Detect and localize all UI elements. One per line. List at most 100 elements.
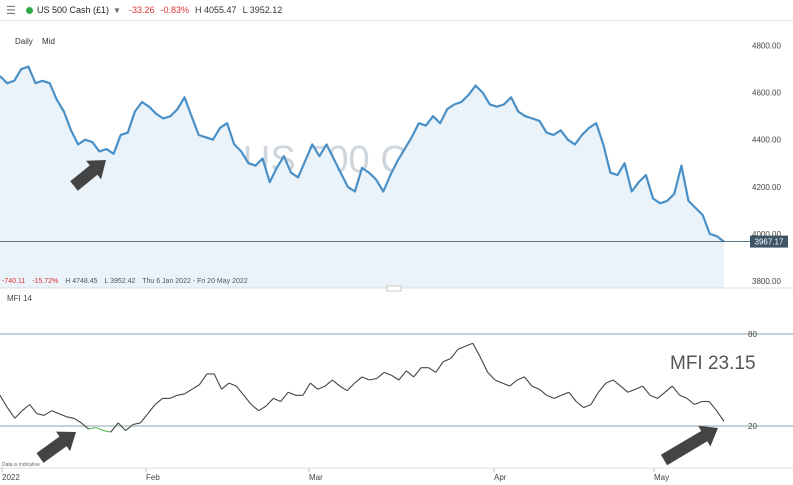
mfi-line-segment [516, 376, 525, 381]
mfi-line-segment [309, 382, 319, 390]
mfi-line-segment [524, 376, 533, 387]
mfi-line-segment [450, 348, 459, 359]
mfi-line-segment [36, 413, 45, 416]
instrument-header: ☰ US 500 Cash (£1) ▼ -33.26 -0.83% H 405… [0, 0, 793, 21]
instrument-name[interactable]: US 500 Cash (£1) [37, 5, 110, 15]
timeframe-mid[interactable]: Mid [42, 37, 55, 46]
mfi-line-segment [324, 379, 333, 387]
annotation-arrow-icon [660, 425, 718, 466]
y-tick-label: 4600.00 [752, 89, 781, 98]
mfi-line-segment [457, 345, 466, 350]
mfi-line-segment [110, 422, 119, 433]
low-price: L 3952.12 [242, 5, 283, 15]
mfi-line-segment [235, 385, 245, 396]
mfi-line-segment [679, 394, 688, 399]
mfi-line-segment [642, 385, 651, 396]
mfi-line-segment [6, 407, 16, 419]
last-price-label: 3967.17 [755, 238, 784, 247]
mfi-line-segment [169, 394, 178, 399]
mfi-line-segment [191, 384, 200, 390]
mfi-line-segment [88, 426, 97, 430]
y-tick-label: 4800.00 [752, 42, 781, 51]
mfi-line-segment [51, 410, 60, 415]
mfi-line-segment [716, 410, 725, 422]
mfi-line-segment [354, 376, 363, 384]
mfi-line-segment [494, 379, 503, 384]
mfi-line-segment [103, 430, 111, 433]
y-tick-label: 4200.00 [752, 183, 781, 192]
mfi-line-segment [708, 401, 718, 412]
mfi-line-segment [561, 391, 570, 396]
x-tick-label: 2022 [2, 473, 20, 482]
y-tick-label: 4400.00 [752, 136, 781, 145]
mfi-line-segment [265, 398, 274, 407]
chevron-down-icon[interactable]: ▼ [113, 5, 121, 15]
mfi-line-segment [14, 410, 23, 419]
mfi-line-segment [66, 416, 75, 419]
mfi-line-segment [213, 373, 223, 390]
timeframe-daily[interactable]: Daily [15, 37, 33, 46]
mfi-value-overlay: MFI 23.15 [670, 353, 756, 374]
mfi-line-segment [184, 388, 193, 395]
market-open-icon [26, 6, 33, 14]
x-tick-label: Apr [494, 473, 507, 482]
mfi-line-segment [590, 392, 599, 405]
mfi-line-segment [568, 391, 577, 402]
mfi-line-segment [635, 385, 643, 390]
mfi-line-segment [553, 394, 562, 399]
y-tick-label: 3800.00 [752, 277, 781, 286]
x-tick-label: Mar [309, 473, 323, 482]
mfi-line-segment [627, 388, 636, 393]
mfi-line-segment [147, 404, 156, 415]
mfi-line-segment [391, 374, 400, 381]
indicator-label[interactable]: MFI 14 [7, 294, 32, 303]
mfi-line-segment [29, 404, 38, 415]
period-range: Thu 6 Jan 2022 - Fri 20 May 2022 [142, 278, 248, 285]
mfi-line-segment [597, 382, 607, 393]
mfi-line-segment [649, 394, 658, 399]
mfi-line-segment [376, 371, 385, 379]
mfi-line-segment [465, 342, 474, 347]
mfi-line-segment [531, 385, 540, 390]
pane-resize-handle[interactable] [386, 285, 402, 292]
x-tick-label: May [654, 473, 669, 482]
mfi-line-segment [694, 400, 703, 406]
period-high: H 4748.45 [65, 278, 98, 285]
mfi-line-segment [361, 376, 370, 381]
mfi-line-segment [346, 382, 355, 392]
mfi-lower-band-label: 20 [748, 422, 757, 431]
price-line [0, 65, 725, 243]
mfi-line-segment [575, 401, 584, 409]
mfi-line-segment [538, 388, 548, 396]
mfi-line-segment [686, 397, 695, 405]
mfi-upper-band-label: 80 [748, 330, 757, 339]
mfi-line-segment [671, 385, 681, 396]
mfi-line-segment [509, 379, 518, 387]
menu-icon[interactable]: ☰ [6, 4, 16, 17]
data-disclaimer: Data is indicative [2, 462, 40, 468]
mfi-line-segment [132, 422, 141, 426]
mfi-line-segment [243, 394, 252, 405]
period-change-percent: -15.72% [32, 278, 59, 285]
period-info-bar: -740.11 -15.72% H 4748.45 L 3952.42 Thu … [2, 278, 253, 285]
mfi-line-segment [605, 379, 614, 384]
mfi-line-segment [339, 385, 348, 392]
mfi-line-segment [657, 391, 666, 399]
mfi-line-segment [73, 417, 82, 424]
period-change: -740.11 [2, 278, 26, 285]
mfi-line-segment [95, 426, 104, 432]
mfi-line-segment [413, 367, 422, 378]
mfi-line-segment [117, 422, 126, 431]
period-low: L 3952.42 [104, 278, 136, 285]
mfi-line-segment [0, 395, 8, 408]
mfi-line-segment [228, 382, 237, 387]
mfi-line-segment [258, 405, 267, 412]
annotation-arrow-icon [70, 160, 106, 191]
mfi-line-segment [21, 404, 30, 412]
mfi-line-segment [664, 385, 673, 393]
mfi-line-segment [502, 382, 511, 387]
mfi-line-segment [58, 413, 67, 418]
mfi-line-segment [583, 403, 592, 409]
last-price-tag [750, 235, 788, 248]
price-change-percent: -0.83% [160, 5, 190, 15]
